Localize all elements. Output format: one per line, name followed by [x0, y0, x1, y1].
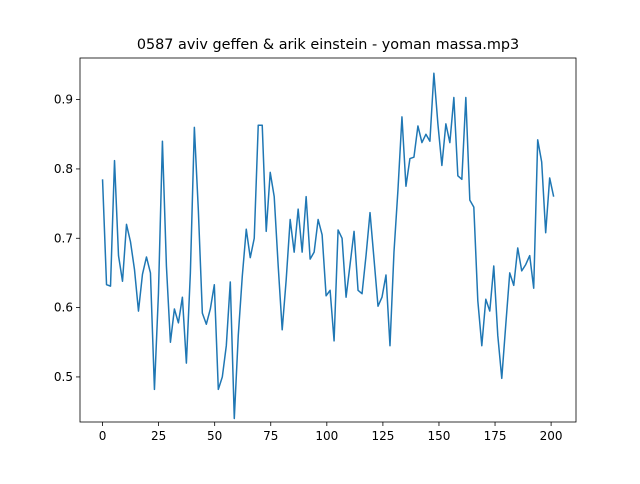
data-line — [101, 72, 555, 420]
x-tick-label: 200 — [540, 429, 563, 443]
plot-frame — [79, 57, 577, 423]
y-tick-label: 0.5 — [54, 370, 73, 384]
y-tick-label: 0.8 — [54, 162, 73, 176]
y-tick-label: 0.6 — [54, 301, 73, 315]
x-tick-label: 0 — [99, 429, 107, 443]
y-tick-label: 0.7 — [54, 231, 73, 245]
x-tick-label: 150 — [428, 429, 451, 443]
x-tick-label: 25 — [151, 429, 166, 443]
x-tick-label: 175 — [484, 429, 507, 443]
x-tick-label: 75 — [263, 429, 278, 443]
chart-title: 0587 aviv geffen & arik einstein - yoman… — [137, 37, 519, 53]
x-tick-label: 125 — [371, 429, 394, 443]
x-tick-label: 100 — [315, 429, 338, 443]
x-tick-label: 50 — [207, 429, 222, 443]
y-tick-label: 0.9 — [54, 93, 73, 107]
